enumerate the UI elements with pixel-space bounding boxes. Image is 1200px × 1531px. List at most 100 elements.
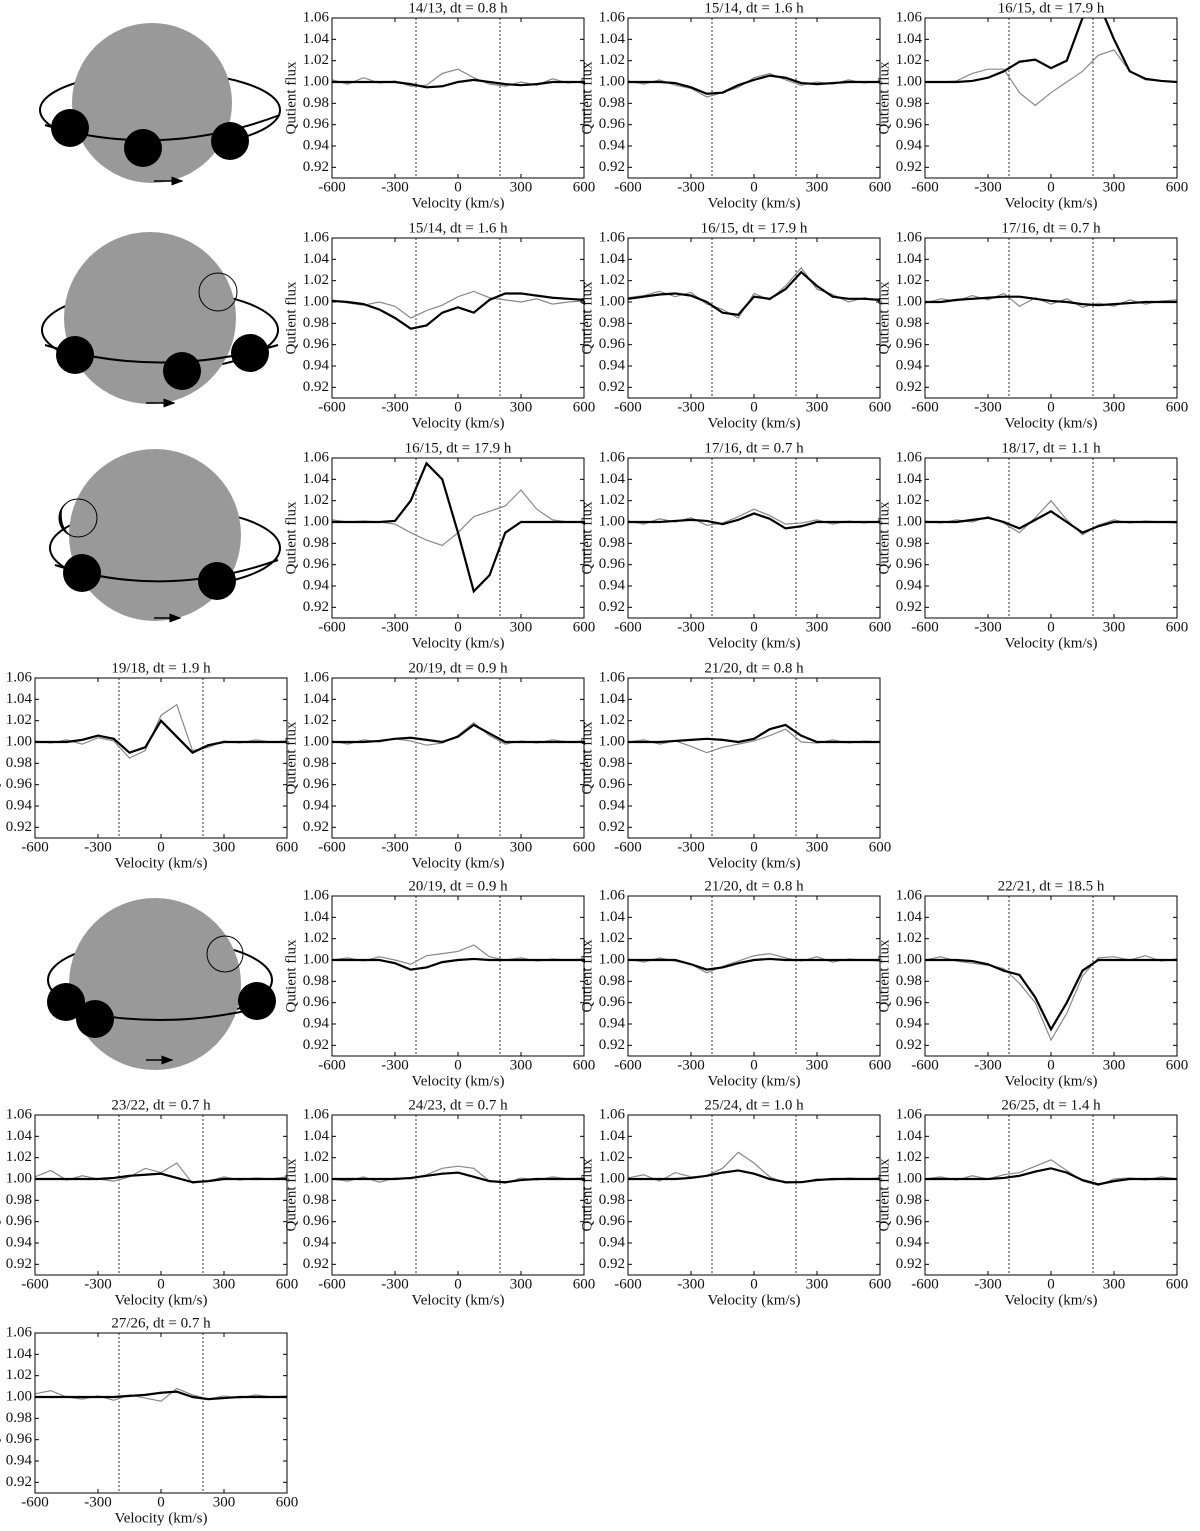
chart-title: 21/20, dt = 0.8 h [704,878,804,894]
x-tick-label: -300 [974,1057,1002,1073]
y-axis-label: Qutient flux [283,501,299,574]
x-axis-label: Velocity (km/s) [1005,195,1098,211]
x-tick-label: 300 [213,839,236,855]
x-tick-label: 0 [1047,1276,1055,1292]
plot-frame [331,237,585,399]
x-tick-label: -600 [21,839,49,855]
x-tick-label: 300 [1103,1276,1126,1292]
y-tick-label: 1.06 [6,1324,33,1340]
x-tick-label: -300 [974,1276,1002,1292]
y-axis-label: Qutient flux [579,939,595,1012]
model-line [628,74,880,95]
x-axis-label: Velocity (km/s) [1005,1292,1098,1308]
plot-frame [924,1114,1178,1276]
y-tick-label: 0.92 [303,599,329,615]
chart-title: 21/20, dt = 0.8 h [704,660,804,676]
y-tick-label: 0.96 [896,116,923,132]
spot [51,109,89,147]
y-tick-label: 1.00 [303,73,329,89]
x-tick-label: 0 [157,1494,165,1510]
x-tick-label: 300 [510,619,533,635]
y-tick-label: 0.94 [6,1234,33,1250]
x-tick-label: -600 [318,179,346,195]
x-tick-label: -300 [974,619,1002,635]
y-tick-label: 0.92 [896,159,922,175]
y-tick-label: 0.92 [6,1474,32,1490]
x-tick-label: 600 [869,179,892,195]
x-tick-label: 0 [454,1276,462,1292]
y-tick-label: 0.98 [896,973,922,989]
chart-title: 17/16, dt = 0.7 h [1001,220,1101,236]
x-tick-label: 600 [1166,1057,1189,1073]
y-tick-label: 0.96 [6,776,33,792]
y-tick-label: 0.96 [599,336,626,352]
y-tick-label: 1.04 [896,251,923,267]
panel: 16/15, dt = 17.9 h 0.92 0.94 0.96 0.98 1.00 1.… [579,220,891,431]
x-tick-label: -300 [381,1276,409,1292]
x-tick-label: 0 [454,619,462,635]
x-axis-label: Velocity (km/s) [412,1073,505,1089]
y-tick-label: 1.02 [896,272,922,288]
x-tick-label: -300 [677,1276,705,1292]
x-tick-label: 300 [806,1057,829,1073]
y-tick-label: 1.06 [303,1106,330,1122]
y-tick-label: 1.00 [599,513,625,529]
y-tick-label: 0.96 [6,1213,33,1229]
panel: 17/16, dt = 0.7 h 0.92 0.94 0.96 0.98 1.00 1.0… [876,220,1188,431]
y-tick-label: 0.94 [599,1234,626,1250]
y-tick-label: 1.06 [599,1106,626,1122]
chart-title: 15/14, dt = 1.6 h [408,220,508,236]
y-tick-label: 0.98 [303,973,329,989]
spot [211,122,249,160]
y-tick-label: 1.02 [599,1149,625,1165]
y-tick-label: 0.96 [896,1213,923,1229]
x-tick-label: -300 [84,1276,112,1292]
y-tick-label: 1.04 [896,471,923,487]
y-tick-label: 0.94 [303,357,330,373]
chart-title: 15/14, dt = 1.6 h [704,0,804,16]
y-tick-label: 0.98 [6,1410,32,1426]
plot-frame [627,457,881,619]
panel: 15/14, dt = 1.6 h 0.92 0.94 0.96 0.98 1.00 1.0… [579,0,891,211]
y-tick-label: 0.98 [303,535,329,551]
y-tick-label: 0.92 [599,599,625,615]
plot-frame [924,237,1178,399]
y-tick-label: 0.94 [303,577,330,593]
y-tick-label: 1.00 [303,293,329,309]
y-tick-label: 1.00 [6,1170,32,1186]
x-tick-label: 300 [1103,1057,1126,1073]
y-tick-label: 1.04 [303,251,330,267]
y-tick-label: 0.98 [599,755,625,771]
plot-frame [34,1114,288,1276]
x-axis-label: Velocity (km/s) [1005,1073,1098,1089]
plot-frame [627,677,881,839]
model-line [925,510,1177,534]
y-tick-label: 1.02 [599,930,625,946]
y-tick-label: 0.96 [303,116,330,132]
x-tick-label: 0 [1047,179,1055,195]
y-tick-label: 1.06 [599,449,626,465]
chart-title: 23/22, dt = 0.7 h [111,1097,211,1113]
y-tick-label: 1.00 [303,733,329,749]
y-tick-label: 0.92 [599,1256,625,1272]
x-tick-label: 600 [1166,179,1189,195]
chart-title: 27/26, dt = 0.7 h [111,1315,211,1331]
panel: 20/19, dt = 0.9 h 0.92 0.94 0.96 0.98 1.00 1.0… [283,878,595,1089]
x-tick-label: 300 [213,1494,236,1510]
model-line [332,461,584,594]
y-tick-label: 1.00 [896,513,922,529]
x-tick-label: 0 [454,1057,462,1073]
x-tick-label: 0 [1047,619,1055,635]
y-tick-label: 1.00 [6,733,32,749]
y-tick-label: 0.92 [6,819,32,835]
x-tick-label: 0 [454,179,462,195]
x-tick-label: 0 [157,1276,165,1292]
observed-line [628,266,880,319]
x-tick-label: 300 [213,1276,236,1292]
y-tick-label: 1.02 [6,712,32,728]
x-axis-label: Velocity (km/s) [708,415,801,431]
plot-frame [331,1114,585,1276]
y-tick-label: 0.94 [599,357,626,373]
